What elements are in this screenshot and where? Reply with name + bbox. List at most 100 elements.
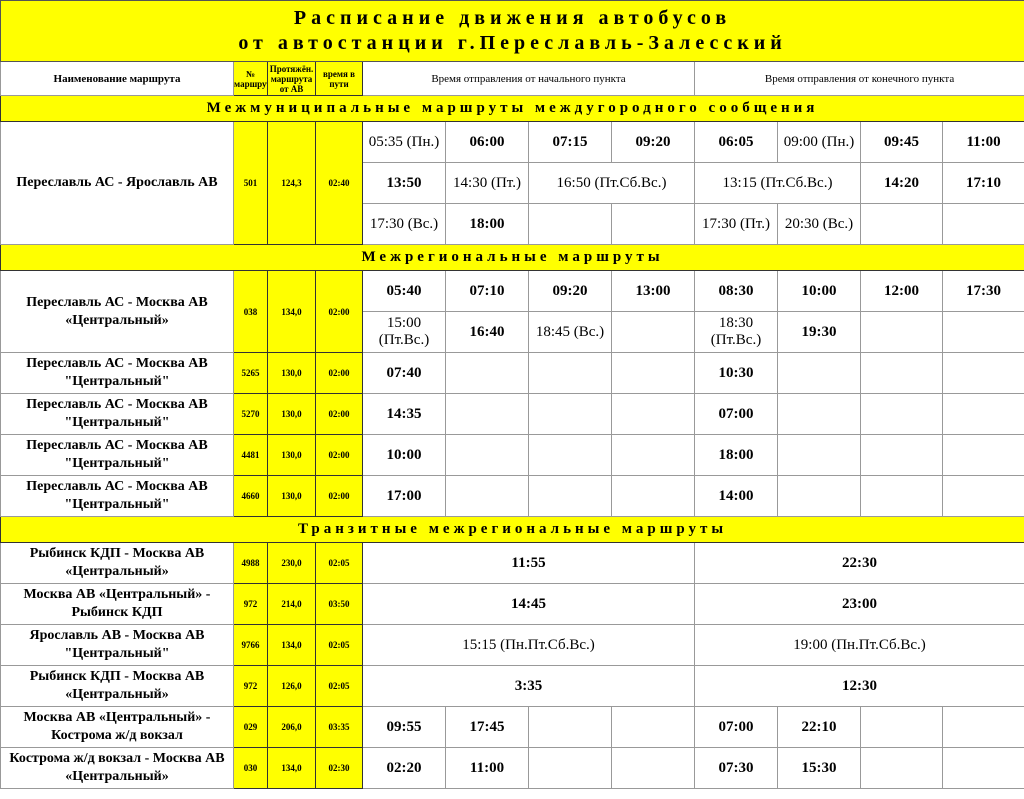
route-distance: 134,0 [267, 624, 316, 666]
empty-cell [528, 706, 612, 748]
empty-cell [528, 434, 612, 476]
route-name: Переславль АС - Ярославль АВ [0, 121, 234, 245]
route-name: Ярославль АВ - Москва АВ "Центральный" [0, 624, 234, 666]
departure-time: 05:40 [362, 270, 446, 312]
table-row: Рыбинск КДП - Москва АВ «Центральный» 972… [0, 665, 1024, 707]
departure-time: 09:55 [362, 706, 446, 748]
route-duration: 02:00 [315, 270, 363, 353]
route-number: 4988 [233, 542, 268, 584]
departure-time: 22:30 [693, 542, 1024, 584]
route-number: 9766 [233, 624, 268, 666]
departure-time: 05:35 (Пн.) [362, 121, 446, 163]
departure-time: 19:30 [777, 311, 861, 353]
table-row: Переславль АС - Москва АВ "Центральный" 5… [0, 393, 1024, 435]
empty-cell [941, 747, 1024, 789]
departure-time: 15:15 (Пн.Пт.Сб.Вс.) [362, 624, 695, 666]
section-title: Межрегиональные маршруты [0, 244, 1024, 271]
route-distance: 130,0 [267, 393, 316, 435]
departure-time: 14:45 [362, 583, 695, 625]
departure-time: 09:20 [528, 270, 612, 312]
section-header: Транзитные межрегиональные маршруты [0, 516, 1024, 543]
empty-cell [941, 352, 1024, 394]
empty-cell [777, 475, 861, 517]
departure-time: 17:30 (Вс.) [362, 203, 446, 245]
header-departure-end: Время отправления от конечного пункта [693, 61, 1024, 96]
departure-time: 02:20 [362, 747, 446, 789]
departure-time: 13:50 [362, 162, 446, 204]
route-number: 038 [233, 270, 268, 353]
departure-time: 11:00 [941, 121, 1024, 163]
table-row: Переславль АС - Москва АВ "Центральный" 5… [0, 352, 1024, 394]
empty-cell [941, 475, 1024, 517]
route-distance: 124,3 [267, 121, 316, 245]
departure-time: 10:00 [362, 434, 446, 476]
empty-cell [445, 475, 529, 517]
departure-time: 17:00 [362, 475, 446, 517]
departure-time: 17:30 (Пт.) [694, 203, 778, 245]
header-departure-start: Время отправления от начального пункта [362, 61, 695, 96]
departure-time: 10:30 [694, 352, 778, 394]
departure-time: 16:40 [445, 311, 529, 353]
departure-time: 16:50 (Пт.Сб.Вс.) [528, 162, 695, 204]
route-distance: 134,0 [267, 270, 316, 353]
empty-cell [445, 393, 529, 435]
departure-time: 07:00 [694, 706, 778, 748]
route-name: Рыбинск КДП - Москва АВ «Центральный» [0, 542, 234, 584]
departure-time: 07:30 [694, 747, 778, 789]
table-row: 17:30 (Вс.) 18:00 17:30 (Пт.) 20:30 (Вс.) [1, 203, 1024, 245]
empty-cell [611, 706, 695, 748]
route-duration: 02:05 [315, 542, 363, 584]
empty-cell [777, 393, 861, 435]
departure-time: 20:30 (Вс.) [777, 203, 861, 245]
departure-time: 18:00 [694, 434, 778, 476]
route-name: Переславль АС - Москва АВ «Центральный» [0, 270, 234, 353]
route-name: Переславль АС - Москва АВ "Центральный" [0, 434, 234, 476]
empty-cell [528, 203, 612, 245]
section-title: Транзитные межрегиональные маршруты [0, 516, 1024, 543]
departure-time: 09:45 [860, 121, 943, 163]
empty-cell [860, 475, 943, 517]
departure-time: 14:00 [694, 475, 778, 517]
empty-cell [528, 352, 612, 394]
departure-time: 14:35 [362, 393, 446, 435]
empty-cell [941, 706, 1024, 748]
page-title: Расписание движения автобусов от автоста… [0, 0, 1024, 62]
departure-time: 12:00 [860, 270, 943, 312]
table-row: Переславль АС - Москва АВ "Центральный" 4… [0, 434, 1024, 476]
route-number: 972 [233, 665, 268, 707]
empty-cell [611, 311, 695, 353]
table-row: Кострома ж/д вокзал - Москва АВ «Централ… [0, 747, 1024, 789]
empty-cell [860, 311, 943, 353]
departure-time: 23:00 [693, 583, 1024, 625]
section-header: Межмуниципальные маршруты междугородного… [0, 95, 1024, 122]
departure-time: 17:45 [445, 706, 529, 748]
route-distance: 130,0 [267, 352, 316, 394]
empty-cell [860, 203, 943, 245]
departure-time: 17:30 [941, 270, 1024, 312]
table-row: Ярославль АВ - Москва АВ "Центральный" 97… [0, 624, 1024, 666]
departure-time: 14:20 [860, 162, 943, 204]
title-line-1: Расписание движения автобусов [293, 7, 732, 29]
empty-cell [860, 706, 943, 748]
route-distance: 130,0 [267, 434, 316, 476]
departure-time: 07:00 [694, 393, 778, 435]
empty-cell [941, 434, 1024, 476]
empty-cell [860, 434, 943, 476]
table-row: 13:50 14:30 (Пт.) 16:50 (Пт.Сб.Вс.) 13:15 (… [1, 162, 1024, 204]
empty-cell [528, 393, 612, 435]
route-duration: 02:00 [315, 434, 363, 476]
empty-cell [528, 475, 612, 517]
empty-cell [777, 434, 861, 476]
empty-cell [611, 475, 695, 517]
departure-time: 15:00 (Пт.Вс.) [362, 311, 446, 353]
column-headers: Наименование маршрута № маршрута Протяжё… [0, 61, 1024, 96]
title-line-2: от автостанции г.Переславль-Залесский [238, 32, 787, 54]
departure-time: 13:00 [611, 270, 695, 312]
route-distance: 134,0 [267, 747, 316, 789]
table-row: 15:00 (Пт.Вс.) 16:40 18:45 (Вс.) 18:30 (Пт.… [1, 311, 1024, 353]
empty-cell [941, 393, 1024, 435]
table-row: Переславль АС - Москва АВ "Центральный" 4… [0, 475, 1024, 517]
departure-time: 07:10 [445, 270, 529, 312]
departure-time: 08:30 [694, 270, 778, 312]
